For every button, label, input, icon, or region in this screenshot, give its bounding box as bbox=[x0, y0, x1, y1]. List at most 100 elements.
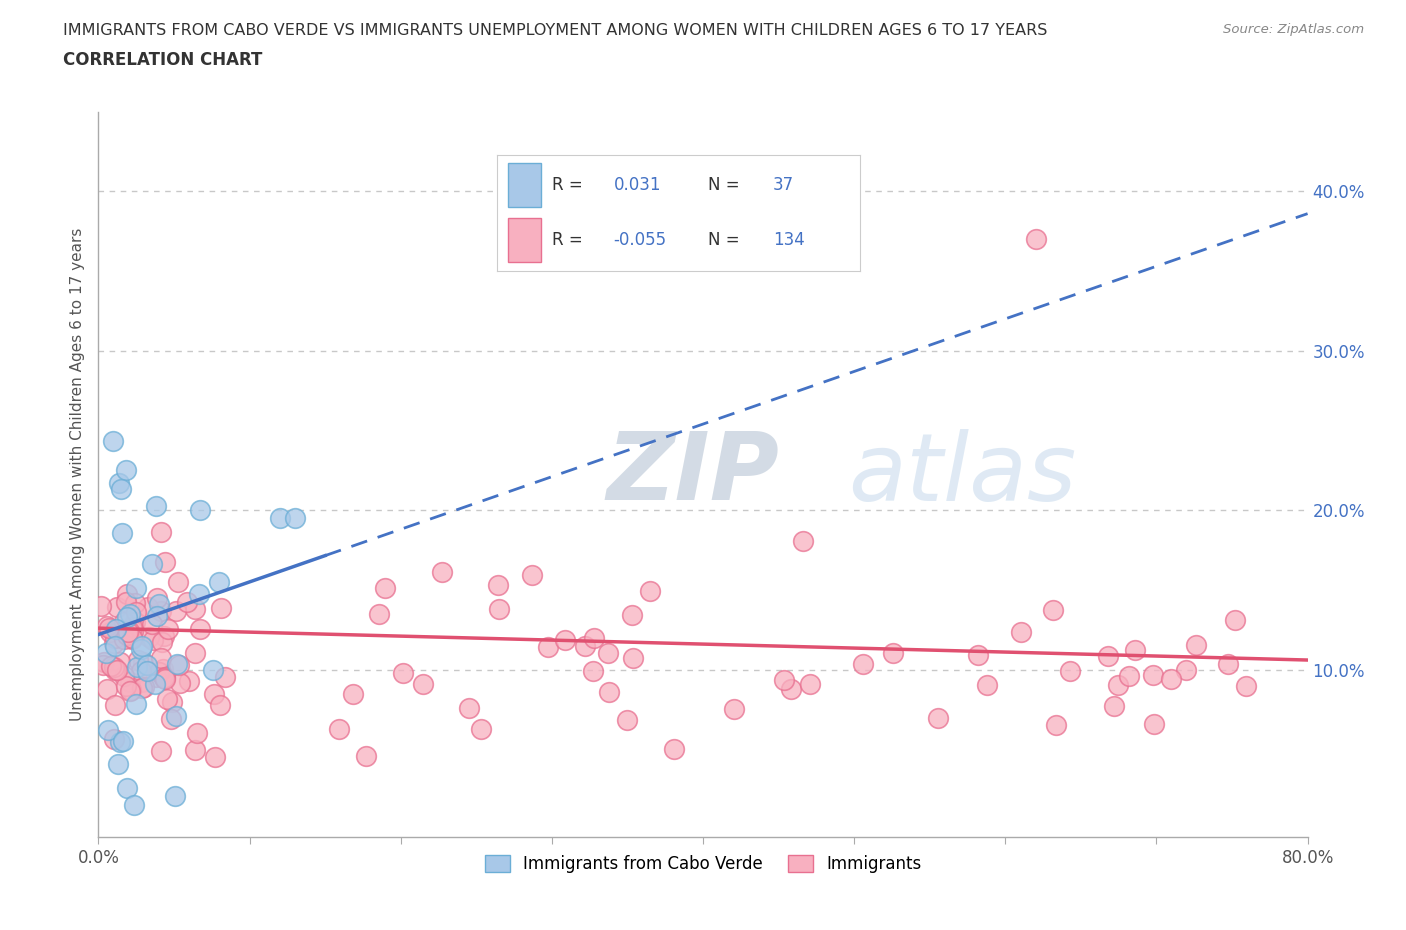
Point bbox=[208, 698, 231, 712]
Point bbox=[792, 534, 814, 549]
Point bbox=[328, 722, 350, 737]
Point bbox=[177, 674, 200, 689]
Point bbox=[1107, 677, 1129, 692]
Point bbox=[105, 662, 128, 677]
Point bbox=[131, 675, 153, 690]
Point bbox=[967, 648, 990, 663]
Point bbox=[146, 608, 169, 623]
Point bbox=[574, 639, 596, 654]
Point bbox=[110, 481, 132, 496]
Point bbox=[104, 639, 127, 654]
Point bbox=[1024, 232, 1046, 246]
Point bbox=[392, 666, 415, 681]
Point bbox=[201, 662, 224, 677]
Point bbox=[204, 750, 226, 764]
Point bbox=[412, 676, 434, 691]
Point bbox=[136, 664, 159, 679]
Point bbox=[184, 743, 207, 758]
Point bbox=[112, 631, 135, 646]
Point bbox=[214, 670, 236, 684]
Point bbox=[104, 631, 127, 645]
Point bbox=[111, 734, 134, 749]
Point bbox=[120, 683, 142, 698]
Point bbox=[582, 663, 605, 678]
Text: ZIP: ZIP bbox=[606, 429, 779, 520]
Point bbox=[156, 692, 179, 707]
Point bbox=[153, 670, 176, 684]
Legend: Immigrants from Cabo Verde, Immigrants: Immigrants from Cabo Verde, Immigrants bbox=[478, 848, 928, 880]
Point bbox=[621, 651, 644, 666]
Point bbox=[165, 709, 187, 724]
Point bbox=[124, 797, 146, 812]
Point bbox=[486, 578, 509, 592]
Point bbox=[150, 525, 173, 539]
Point bbox=[284, 511, 307, 525]
Point bbox=[117, 628, 139, 643]
Point bbox=[104, 621, 127, 636]
Point bbox=[1102, 698, 1125, 713]
Point bbox=[96, 682, 118, 697]
Point bbox=[96, 618, 118, 633]
Y-axis label: Unemployment Among Women with Children Ages 6 to 17 years: Unemployment Among Women with Children A… bbox=[70, 228, 86, 721]
Point bbox=[118, 684, 141, 698]
Point bbox=[117, 625, 139, 640]
Point bbox=[103, 731, 125, 746]
Point bbox=[1059, 664, 1081, 679]
Point bbox=[554, 633, 576, 648]
Point bbox=[121, 619, 143, 634]
Point bbox=[1143, 717, 1166, 732]
Point bbox=[145, 670, 167, 684]
Point bbox=[209, 601, 232, 616]
Point bbox=[1045, 717, 1067, 732]
Point bbox=[186, 725, 208, 740]
Point bbox=[1123, 643, 1146, 658]
Point bbox=[107, 475, 129, 490]
Point bbox=[125, 604, 148, 619]
Point bbox=[1223, 613, 1246, 628]
Point bbox=[121, 631, 143, 645]
Point bbox=[152, 662, 174, 677]
Point bbox=[167, 575, 190, 590]
Point bbox=[723, 701, 745, 716]
Point bbox=[114, 594, 136, 609]
Point bbox=[122, 623, 145, 638]
Point bbox=[662, 742, 685, 757]
Point bbox=[1010, 625, 1032, 640]
Point bbox=[616, 712, 638, 727]
Point bbox=[98, 624, 121, 639]
Text: Source: ZipAtlas.com: Source: ZipAtlas.com bbox=[1223, 23, 1364, 36]
Point bbox=[125, 580, 148, 595]
Point bbox=[165, 604, 187, 618]
Point bbox=[188, 502, 211, 517]
Point bbox=[118, 675, 141, 690]
Point bbox=[1118, 669, 1140, 684]
Point bbox=[149, 651, 172, 666]
Point bbox=[153, 629, 176, 644]
Point bbox=[97, 621, 120, 636]
Point bbox=[91, 658, 114, 673]
Point bbox=[582, 631, 605, 645]
Point bbox=[127, 652, 149, 667]
Point bbox=[112, 615, 135, 630]
Point bbox=[488, 602, 510, 617]
Point bbox=[430, 565, 453, 579]
Point bbox=[1216, 657, 1239, 671]
Point bbox=[153, 671, 176, 685]
Point bbox=[118, 606, 141, 621]
Point bbox=[1042, 603, 1064, 618]
Point bbox=[115, 609, 138, 624]
Point bbox=[107, 756, 129, 771]
Point bbox=[1234, 679, 1257, 694]
Point bbox=[1097, 649, 1119, 664]
Point bbox=[159, 711, 181, 726]
Point bbox=[183, 602, 205, 617]
Point bbox=[598, 684, 620, 699]
Point bbox=[202, 687, 225, 702]
Point bbox=[927, 711, 949, 726]
Point bbox=[112, 669, 135, 684]
Text: IMMIGRANTS FROM CABO VERDE VS IMMIGRANTS UNEMPLOYMENT AMONG WOMEN WITH CHILDREN : IMMIGRANTS FROM CABO VERDE VS IMMIGRANTS… bbox=[63, 23, 1047, 38]
Point bbox=[124, 595, 146, 610]
Point bbox=[187, 586, 209, 601]
Point bbox=[166, 657, 188, 671]
Point bbox=[127, 659, 149, 674]
